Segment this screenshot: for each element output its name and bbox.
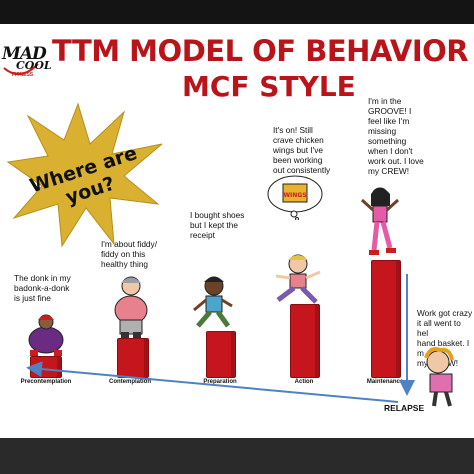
pillar-maintenance	[371, 260, 401, 378]
slide-subtitle: MCF STYLE	[182, 70, 356, 103]
logo-tag: FITNESS	[12, 72, 34, 78]
caption-contemplation: I'm about fiddy/ fiddy on this healthy t…	[101, 239, 158, 269]
caption-maintenance: I'm in the GROOVE! I feel like I'm missi…	[368, 96, 424, 176]
action-figure	[275, 254, 321, 304]
logo-subtext: COOL	[16, 59, 52, 72]
precontemplation-figure	[28, 314, 64, 356]
relapse-label: RELAPSE	[384, 403, 425, 413]
mad-cool-fitness-logo: MAD COOL FITNESS	[0, 38, 52, 84]
caption-precontemplation: The donk in my badonk-a-donk is just fin…	[14, 273, 71, 303]
stage-label-action: Action	[294, 379, 314, 385]
pillar-action	[290, 304, 320, 378]
top-frame-bar	[0, 0, 474, 24]
starburst: Where are you?	[6, 102, 163, 248]
maintenance-figure	[360, 187, 400, 255]
relapse-figure	[424, 347, 454, 407]
pillar-contemplation	[117, 338, 149, 378]
relapse-arrows	[26, 274, 415, 403]
wings-label: WINGS	[283, 192, 306, 199]
starburst-shape	[6, 102, 163, 248]
slide: MAD COOL FITNESS TTM MODEL OF BEHAVIOR C…	[0, 24, 474, 438]
contemplation-figure	[114, 276, 148, 338]
caption-preparation: I bought shoes but I kept the receipt	[190, 210, 245, 240]
slide-title: TTM MODEL OF BEHAVIOR CHANG	[52, 34, 474, 68]
bottom-frame-bar	[0, 438, 474, 474]
stage-label-precontemplation: Precontemplation	[20, 379, 72, 385]
relapse-back-arrow	[26, 361, 399, 403]
preparation-figure	[193, 276, 233, 328]
caption-action: It's on! Still crave chicken wings but I…	[273, 125, 331, 175]
thought-bubble: WINGS	[267, 175, 323, 220]
stage-label-contemplation: Contemplation	[109, 379, 151, 385]
stage-label-maintenance: Maintenance	[366, 379, 404, 385]
logo-swoosh-icon	[3, 63, 39, 75]
pillar-preparation	[206, 331, 236, 378]
stage-label-preparation: Preparation	[203, 379, 237, 385]
logo-text: MAD	[2, 44, 47, 64]
